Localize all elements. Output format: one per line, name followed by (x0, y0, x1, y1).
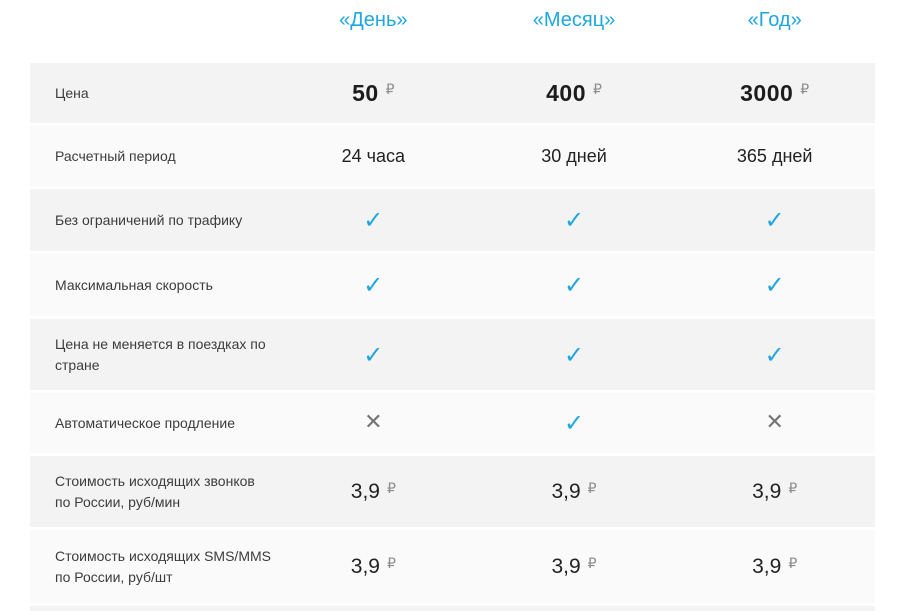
cross-icon: ✕ (765, 410, 784, 435)
ruble-sign: ₽ (800, 82, 810, 98)
icon-cell: ✕ (273, 393, 474, 453)
plan-header-row: «День» «Месяц» «Год» (30, 0, 875, 60)
icon-cell: ✓ (474, 254, 675, 316)
price-value: 3,9 (752, 479, 782, 503)
next-row-partial (30, 606, 875, 611)
price-value: 3,9 (551, 554, 581, 578)
table-row-max-speed: Максимальная скорость ✓ ✓ ✓ (30, 254, 875, 316)
price-value: 3,9 (350, 479, 380, 503)
price-value: 400 (546, 79, 586, 106)
check-icon: ✓ (563, 206, 585, 234)
price-cell: 3,9 ₽ (674, 530, 875, 603)
price-cell: 3,9 ₽ (474, 530, 675, 603)
row-label: Автоматическое продление (55, 414, 235, 431)
check-icon: ✓ (363, 271, 384, 299)
table-row-price: Цена 50 ₽ 400 ₽ 3000 ₽ (30, 63, 875, 123)
cross-icon: ✕ (364, 410, 383, 435)
price-value: 3,9 (551, 479, 581, 503)
check-icon: ✓ (764, 206, 785, 234)
check-icon: ✓ (563, 340, 585, 369)
price-cell: 400 ₽ (474, 63, 675, 123)
ruble-sign: ₽ (386, 480, 396, 497)
table-row-billing-period: Расчетный период 24 часа 30 дней 365 дне… (30, 126, 875, 186)
table-row-outgoing-calls-cost: Стоимость исходящих звонков по России, р… (30, 456, 875, 527)
ruble-sign: ₽ (587, 555, 597, 572)
text-cell: 365 дней (674, 126, 875, 186)
icon-cell: ✓ (474, 393, 675, 453)
icon-cell: ✕ (674, 393, 875, 453)
icon-cell: ✓ (474, 189, 675, 251)
icon-cell: ✓ (273, 254, 474, 316)
table-row-outgoing-sms-cost: Стоимость исходящих SMS/MMS по России, р… (30, 530, 875, 603)
row-label: Цена (55, 84, 89, 101)
row-label: Стоимость исходящих SMS/MMS по России, р… (55, 548, 271, 585)
price-cell: 3,9 ₽ (273, 456, 474, 527)
icon-cell: ✓ (273, 189, 474, 251)
price-cell: 3000 ₽ (674, 63, 875, 123)
check-icon: ✓ (363, 340, 384, 369)
icon-cell: ✓ (674, 319, 875, 390)
plan-column-header-month: «Месяц» (532, 9, 616, 31)
price-value: 3,9 (350, 554, 380, 578)
icon-cell: ✓ (474, 319, 675, 390)
check-icon: ✓ (764, 271, 785, 299)
row-label: Стоимость исходящих звонков по России, р… (55, 473, 255, 510)
tariff-comparison-table: «День» «Месяц» «Год» Цена 50 ₽ 400 ₽ 300… (30, 0, 875, 611)
price-value: 3,9 (752, 554, 782, 578)
table-row-unlimited-traffic: Без ограничений по трафику ✓ ✓ ✓ (30, 189, 875, 251)
plan-column-header-year: «Год» (747, 9, 802, 31)
ruble-sign: ₽ (788, 480, 798, 497)
row-label: Цена не меняется в поездках по стране (55, 336, 266, 373)
check-icon: ✓ (563, 409, 585, 437)
ruble-sign: ₽ (788, 555, 798, 572)
ruble-sign: ₽ (587, 480, 597, 497)
price-cell: 3,9 ₽ (474, 456, 675, 527)
row-label: Расчетный период (55, 147, 176, 164)
check-icon: ✓ (363, 206, 384, 234)
plan-column-header-day: «День» (339, 9, 408, 31)
check-icon: ✓ (764, 340, 785, 369)
ruble-sign: ₽ (386, 555, 396, 572)
icon-cell: ✓ (674, 254, 875, 316)
price-cell: 3,9 ₽ (273, 530, 474, 603)
check-icon: ✓ (563, 271, 585, 299)
text-value: 30 дней (541, 145, 607, 166)
text-cell: 24 часа (273, 126, 474, 186)
price-cell: 3,9 ₽ (674, 456, 875, 527)
header-label-spacer (30, 0, 273, 60)
price-value: 50 (352, 79, 379, 106)
ruble-sign: ₽ (592, 82, 602, 98)
price-value: 3000 (740, 79, 794, 106)
row-label: Без ограничений по трафику (55, 211, 243, 228)
price-cell: 50 ₽ (273, 63, 474, 123)
ruble-sign: ₽ (385, 82, 395, 98)
table-row-price-fixed-travel: Цена не меняется в поездках по стране ✓ … (30, 319, 875, 390)
text-value: 24 часа (341, 145, 406, 166)
icon-cell: ✓ (674, 189, 875, 251)
row-label: Максимальная скорость (55, 276, 213, 293)
text-value: 365 дней (736, 145, 813, 166)
icon-cell: ✓ (273, 319, 474, 390)
text-cell: 30 дней (474, 126, 675, 186)
table-row-auto-renewal: Автоматическое продление ✕ ✓ ✕ (30, 393, 875, 453)
